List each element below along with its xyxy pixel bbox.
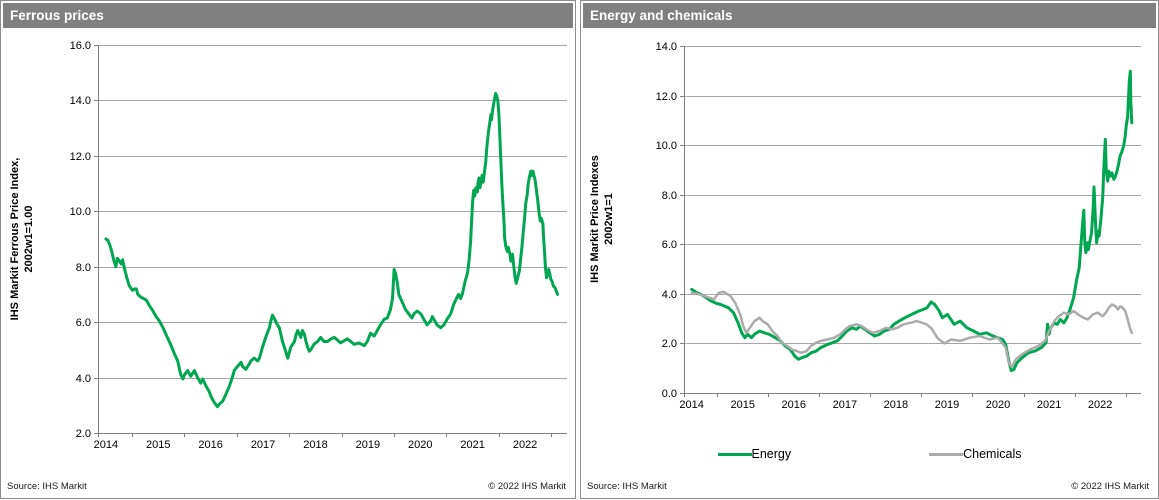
svg-text:6.0: 6.0 (662, 239, 677, 251)
svg-text:2017: 2017 (251, 439, 275, 451)
svg-text:2021: 2021 (1037, 399, 1061, 411)
ferrous-footer-row: Source: IHS Markit © 2022 IHS Markit (7, 481, 566, 492)
source-text: Source: IHS Markit (7, 481, 87, 492)
svg-text:2015: 2015 (730, 399, 754, 411)
energy-line-swatch (717, 452, 752, 456)
ferrous-prices-panel: Ferrous prices IHS Markit Ferrous Price … (0, 0, 576, 499)
svg-text:2020: 2020 (408, 439, 432, 451)
copyright-text: © 2022 IHS Markit (1071, 481, 1149, 492)
panel-title-ferrous: Ferrous prices (3, 3, 573, 28)
legend-label-chemicals: Chemicals (963, 447, 1022, 461)
svg-text:0.0: 0.0 (662, 388, 677, 400)
ferrous-chart-canvas: 2.0 4.0 6.0 8.0 10.0 12.0 14.0 16.0 2014 2015 2016… (70, 40, 567, 451)
svg-text:16.0: 16.0 (70, 40, 91, 52)
svg-text:10.0: 10.0 (70, 206, 91, 218)
svg-text:2016: 2016 (782, 399, 806, 411)
svg-text:2018: 2018 (884, 399, 908, 411)
source-text: Source: IHS Markit (587, 481, 667, 492)
svg-text:2014: 2014 (679, 399, 703, 411)
svg-text:6.0: 6.0 (76, 317, 91, 329)
svg-text:12.0: 12.0 (70, 151, 91, 163)
copyright-text: © 2022 IHS Markit (488, 481, 566, 492)
legend-item-chemicals: Chemicals (929, 447, 1021, 461)
svg-text:2.0: 2.0 (76, 428, 91, 440)
svg-text:2020: 2020 (986, 399, 1010, 411)
svg-text:2018: 2018 (303, 439, 327, 451)
svg-text:10.0: 10.0 (656, 140, 677, 152)
svg-text:4.0: 4.0 (662, 289, 677, 301)
energy-footer-row: Source: IHS Markit © 2022 IHS Markit (587, 481, 1149, 492)
svg-text:14.0: 14.0 (656, 41, 677, 53)
svg-text:2022: 2022 (1088, 399, 1112, 411)
svg-text:2019: 2019 (356, 439, 380, 451)
svg-text:2022: 2022 (513, 439, 537, 451)
svg-text:2.0: 2.0 (662, 338, 677, 350)
svg-text:8.0: 8.0 (662, 190, 677, 202)
svg-text:12.0: 12.0 (656, 91, 677, 103)
svg-text:2017: 2017 (833, 399, 857, 411)
panel-title-energy-chemicals: Energy and chemicals (583, 3, 1156, 28)
legend-item-energy: Energy (717, 447, 792, 461)
svg-text:2015: 2015 (146, 439, 170, 451)
svg-text:2021: 2021 (460, 439, 484, 451)
energy-chemicals-chart-canvas: 0.0 2.0 4.0 6.0 8.0 10.0 12.0 14.0 2014 2015 2016 2… (656, 41, 1141, 411)
chart-legend: Energy Chemicals (581, 447, 1158, 461)
svg-text:14.0: 14.0 (70, 95, 91, 107)
svg-text:2016: 2016 (198, 439, 222, 451)
energy-chemicals-panel: Energy and chemicals IHS Markit Price In… (580, 0, 1159, 499)
svg-text:2019: 2019 (935, 399, 959, 411)
svg-text:2014: 2014 (94, 439, 118, 451)
chemicals-line-swatch (929, 452, 964, 456)
svg-text:8.0: 8.0 (76, 262, 91, 274)
svg-text:4.0: 4.0 (76, 373, 91, 385)
legend-label-energy: Energy (751, 447, 792, 461)
